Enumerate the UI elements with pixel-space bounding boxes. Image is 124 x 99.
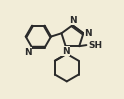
Text: SH: SH <box>88 41 102 50</box>
Text: N: N <box>84 29 92 38</box>
Text: N: N <box>62 47 69 56</box>
Text: N: N <box>24 48 31 57</box>
Text: N: N <box>69 16 76 25</box>
